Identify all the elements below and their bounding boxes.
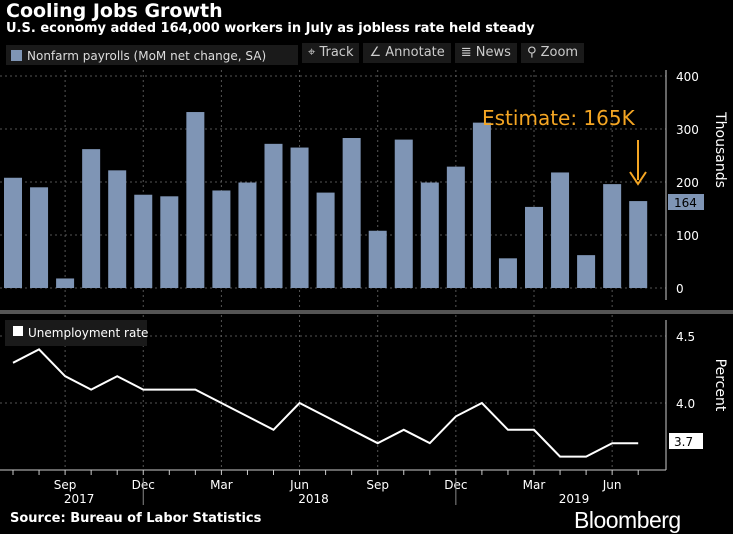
x-tick-label: Jun: [289, 478, 309, 492]
legend-swatch: [13, 326, 23, 336]
bar: [420, 182, 439, 288]
news-label: News: [475, 45, 511, 60]
y-tick-label: 4.0: [676, 397, 695, 411]
last-value-tag: [669, 433, 703, 449]
bar: [108, 170, 127, 288]
y-tick-label: 400: [676, 70, 699, 84]
bar: [316, 192, 335, 288]
x-tick-label: Mar: [523, 478, 546, 492]
source-note: Source: Bureau of Labor Statistics: [10, 511, 262, 526]
annotate-label: Annotate: [385, 45, 445, 60]
bar: [290, 147, 309, 288]
bar: [212, 190, 231, 288]
bar: [56, 278, 75, 288]
bar: [472, 122, 491, 288]
y-tick-label: 0: [676, 282, 684, 296]
year-label: 2017: [64, 492, 95, 506]
chart-subtitle: U.S. economy added 164,000 workers in Ju…: [6, 21, 535, 36]
legend-box: [5, 320, 147, 346]
annotate-button[interactable]: ∠ Annotate: [363, 43, 451, 63]
legend-label: Unemployment rate: [28, 326, 148, 340]
y-tick-label: 200: [676, 176, 699, 190]
legend-swatch: [11, 50, 22, 61]
bar: [525, 206, 543, 288]
chart-toolbar: ⌖ Track ∠ Annotate ≣ News ⚲ Zoom: [302, 43, 585, 63]
x-tick-label: Mar: [210, 478, 233, 492]
bar: [629, 201, 648, 288]
y-tick-label: 300: [676, 123, 699, 137]
bar: [134, 194, 153, 288]
zoom-label: Zoom: [540, 45, 579, 60]
bar: [446, 166, 465, 288]
bar: [551, 172, 570, 288]
chart-title: Cooling Jobs Growth: [6, 0, 223, 22]
zoom-button[interactable]: ⚲ Zoom: [520, 43, 585, 63]
last-value-label: 164: [674, 196, 697, 210]
bar: [186, 112, 205, 288]
bar: [82, 149, 101, 288]
year-label: 2019: [559, 492, 590, 506]
y-tick-label: 100: [676, 229, 699, 243]
last-value-label: 3.7: [674, 435, 693, 449]
y-axis-title: Thousands: [712, 111, 728, 188]
bar: [342, 138, 361, 288]
bar: [30, 187, 49, 288]
annotation-text: Estimate: 165K: [482, 106, 636, 130]
bar: [498, 258, 517, 288]
x-tick-label: Jun: [602, 478, 622, 492]
track-label: Track: [319, 45, 354, 60]
bar: [160, 196, 179, 288]
y-axis-title: Percent: [712, 359, 728, 412]
bar: [238, 182, 257, 288]
x-tick-label: Sep: [54, 478, 77, 492]
bar: [577, 255, 596, 288]
y-tick-label: 4.5: [676, 330, 695, 344]
bar: [4, 177, 22, 288]
legend-box: [6, 45, 298, 65]
news-button[interactable]: ≣ News: [454, 43, 517, 63]
bar: [603, 184, 622, 288]
legend-label: Nonfarm payrolls (MoM net change, SA): [27, 49, 266, 63]
track-button[interactable]: ⌖ Track: [302, 43, 360, 63]
bloomberg-logo: Bloomberg: [574, 507, 681, 533]
last-value-tag: [668, 194, 704, 210]
bar: [264, 143, 283, 288]
panel-divider: [0, 310, 733, 314]
annotation-arrowhead: [629, 171, 647, 186]
unemployment-line: [12, 348, 639, 458]
bar: [368, 230, 387, 288]
year-label: 2018: [298, 492, 329, 506]
bar: [394, 139, 413, 288]
x-tick-label: Sep: [366, 478, 389, 492]
